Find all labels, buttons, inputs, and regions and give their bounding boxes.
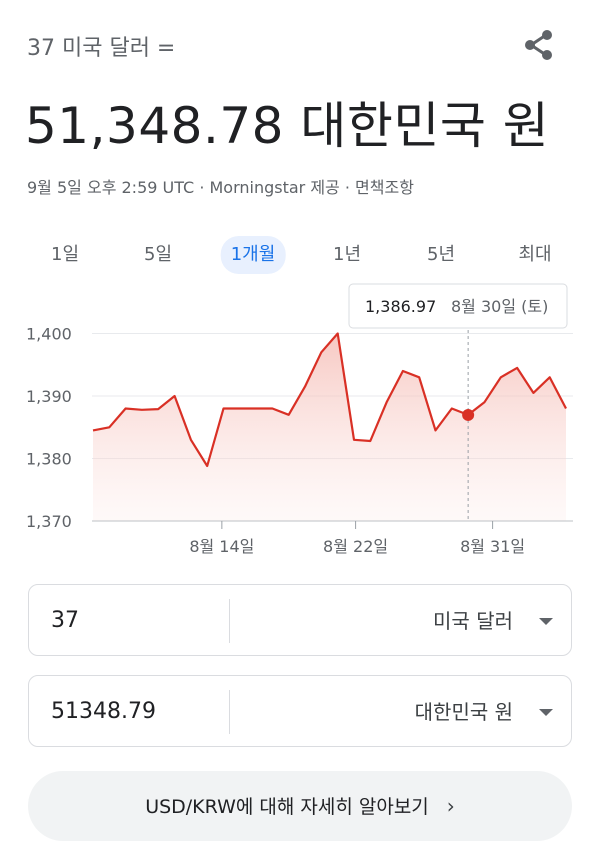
x-tick-label: 8월 31일 (460, 537, 525, 556)
learn-more-button[interactable]: USD/KRW에 대해 자세히 알아보기 › (28, 771, 572, 841)
to-amount-input[interactable]: 51348.79 (51, 699, 156, 724)
time-range-tabs: 1일 5일 1개월 1년 5년 최대 (0, 236, 600, 276)
tab-1-year[interactable]: 1년 (332, 244, 362, 265)
y-tick-label: 1,390 (26, 387, 72, 406)
tab-5-years[interactable]: 5년 (426, 244, 456, 265)
chart-area-fill (93, 333, 566, 521)
tooltip-date: 8월 30일 (토) (451, 297, 548, 316)
y-tick-label: 1,380 (26, 450, 72, 469)
tab-max[interactable]: 최대 (518, 244, 552, 265)
y-tick-label: 1,400 (26, 325, 72, 344)
from-amount-input[interactable]: 37 (51, 608, 79, 633)
learn-more-label: USD/KRW에 대해 자세히 알아보기 (145, 796, 429, 818)
share-icon[interactable] (522, 28, 556, 62)
field-divider (229, 599, 230, 643)
x-tick-label: 8월 22일 (323, 537, 388, 556)
tooltip-value: 1,386.97 (365, 297, 436, 316)
dropdown-arrow-icon[interactable] (539, 618, 553, 625)
chart-tooltip: 1,386.97 8월 30일 (토) (348, 283, 568, 329)
converted-result: 51,348.78 대한민국 원 (25, 97, 550, 155)
tab-1-day[interactable]: 1일 (50, 244, 80, 265)
from-amount-box: 37 미국 달러 (28, 584, 572, 656)
chart-series-line (92, 332, 567, 468)
x-tick-label: 8월 14일 (189, 537, 254, 556)
tab-5-days[interactable]: 5일 (143, 244, 173, 265)
tab-1-month[interactable]: 1개월 (220, 236, 286, 274)
y-tick-label: 1,370 (26, 512, 72, 531)
chevron-right-icon: › (446, 794, 455, 818)
dropdown-arrow-icon[interactable] (539, 709, 553, 716)
to-amount-box: 51348.79 대한민국 원 (28, 675, 572, 747)
source-meta: 9월 5일 오후 2:59 UTC · Morningstar 제공 · 면책조… (27, 178, 414, 197)
header-subtitle: 37 미국 달러 = (27, 36, 176, 61)
field-divider (229, 690, 230, 734)
hover-point (462, 408, 475, 421)
to-currency-select[interactable]: 대한민국 원 (414, 700, 513, 724)
from-currency-select[interactable]: 미국 달러 (433, 609, 513, 633)
